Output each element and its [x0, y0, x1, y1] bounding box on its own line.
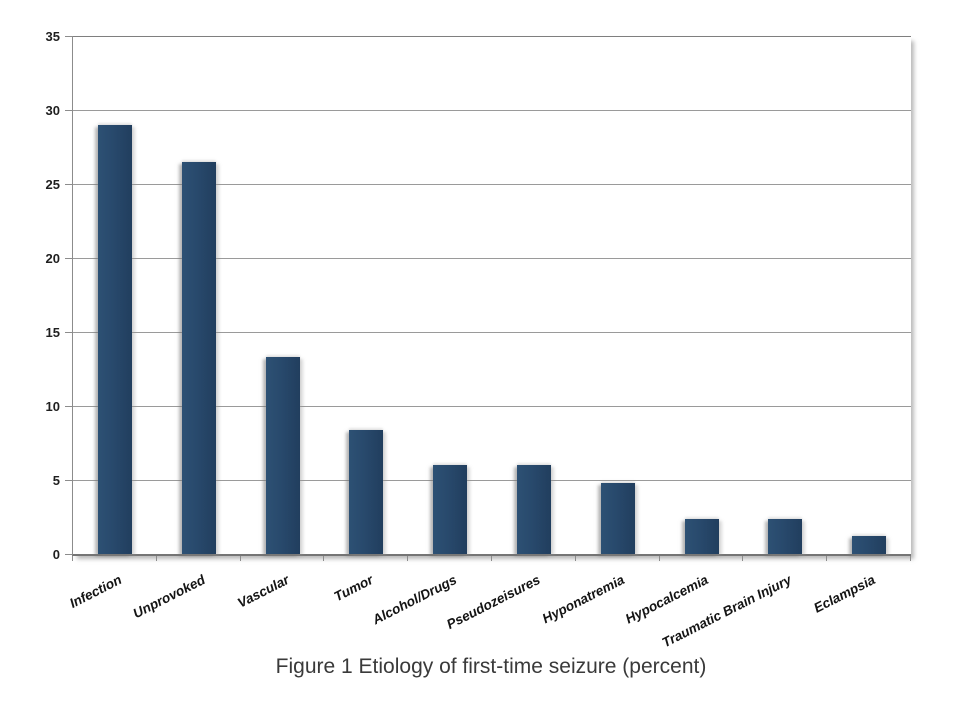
bar-traumatic-brain-injury — [768, 518, 803, 554]
y-tick-label-35: 35 — [45, 28, 60, 44]
y-tick-mark-0 — [65, 553, 72, 555]
gridline-10 — [73, 405, 911, 407]
y-tick-label-10: 10 — [45, 398, 60, 414]
y-tick-mark-15 — [65, 331, 72, 333]
bar-hypocalcemia — [684, 518, 719, 554]
bar-eclampsia — [852, 536, 887, 554]
bar-infection — [97, 124, 132, 554]
x-category-label-pseudozeisures: Pseudozeisures — [444, 572, 543, 633]
bar-alcohol-drugs — [433, 465, 468, 554]
gridline-35 — [73, 35, 911, 37]
x-tick-mark-9 — [826, 556, 828, 561]
figure-caption: Figure 1 Etiology of first-time seizure … — [275, 655, 707, 678]
plot-area — [72, 35, 911, 556]
x-category-label-tumor: Tumor — [331, 572, 376, 605]
y-tick-label-0: 0 — [52, 546, 60, 562]
x-category-label-vascular: Vascular — [234, 572, 292, 611]
bar-pseudozeisures — [516, 465, 551, 554]
gridline-20 — [73, 257, 911, 259]
y-tick-label-15: 15 — [45, 324, 60, 340]
x-tick-mark-4 — [407, 556, 409, 561]
gridline-5 — [73, 479, 911, 481]
x-tick-mark-7 — [658, 556, 660, 561]
gridline-25 — [73, 183, 911, 185]
y-tick-mark-5 — [65, 479, 72, 481]
bar-vascular — [265, 357, 300, 554]
x-tick-mark-6 — [574, 556, 576, 561]
x-category-label-unprovoked: Unprovoked — [130, 572, 208, 622]
y-tick-label-20: 20 — [45, 250, 60, 266]
y-tick-mark-30 — [65, 109, 72, 111]
x-tick-mark-1 — [155, 556, 157, 561]
y-tick-mark-10 — [65, 405, 72, 407]
x-category-label-hyponatremia: Hyponatremia — [539, 572, 627, 627]
x-tick-mark-3 — [323, 556, 325, 561]
y-tick-label-25: 25 — [45, 176, 60, 192]
x-tick-mark-0 — [72, 556, 73, 561]
y-tick-mark-20 — [65, 257, 72, 259]
x-category-label-infection: Infection — [66, 572, 124, 611]
x-tick-mark-10 — [910, 556, 911, 561]
bar-unprovoked — [181, 161, 216, 554]
bar-tumor — [349, 429, 384, 554]
gridline-30 — [73, 109, 911, 111]
y-tick-label-5: 5 — [52, 472, 60, 488]
x-tick-mark-5 — [491, 556, 492, 561]
gridline-15 — [73, 331, 911, 333]
x-tick-mark-8 — [742, 556, 744, 561]
bar-hyponatremia — [600, 483, 635, 554]
y-tick-label-30: 30 — [45, 102, 60, 118]
x-tick-mark-2 — [239, 556, 241, 561]
y-tick-mark-35 — [65, 35, 72, 37]
y-tick-mark-25 — [65, 183, 72, 185]
x-category-label-eclampsia: Eclampsia — [811, 572, 878, 616]
